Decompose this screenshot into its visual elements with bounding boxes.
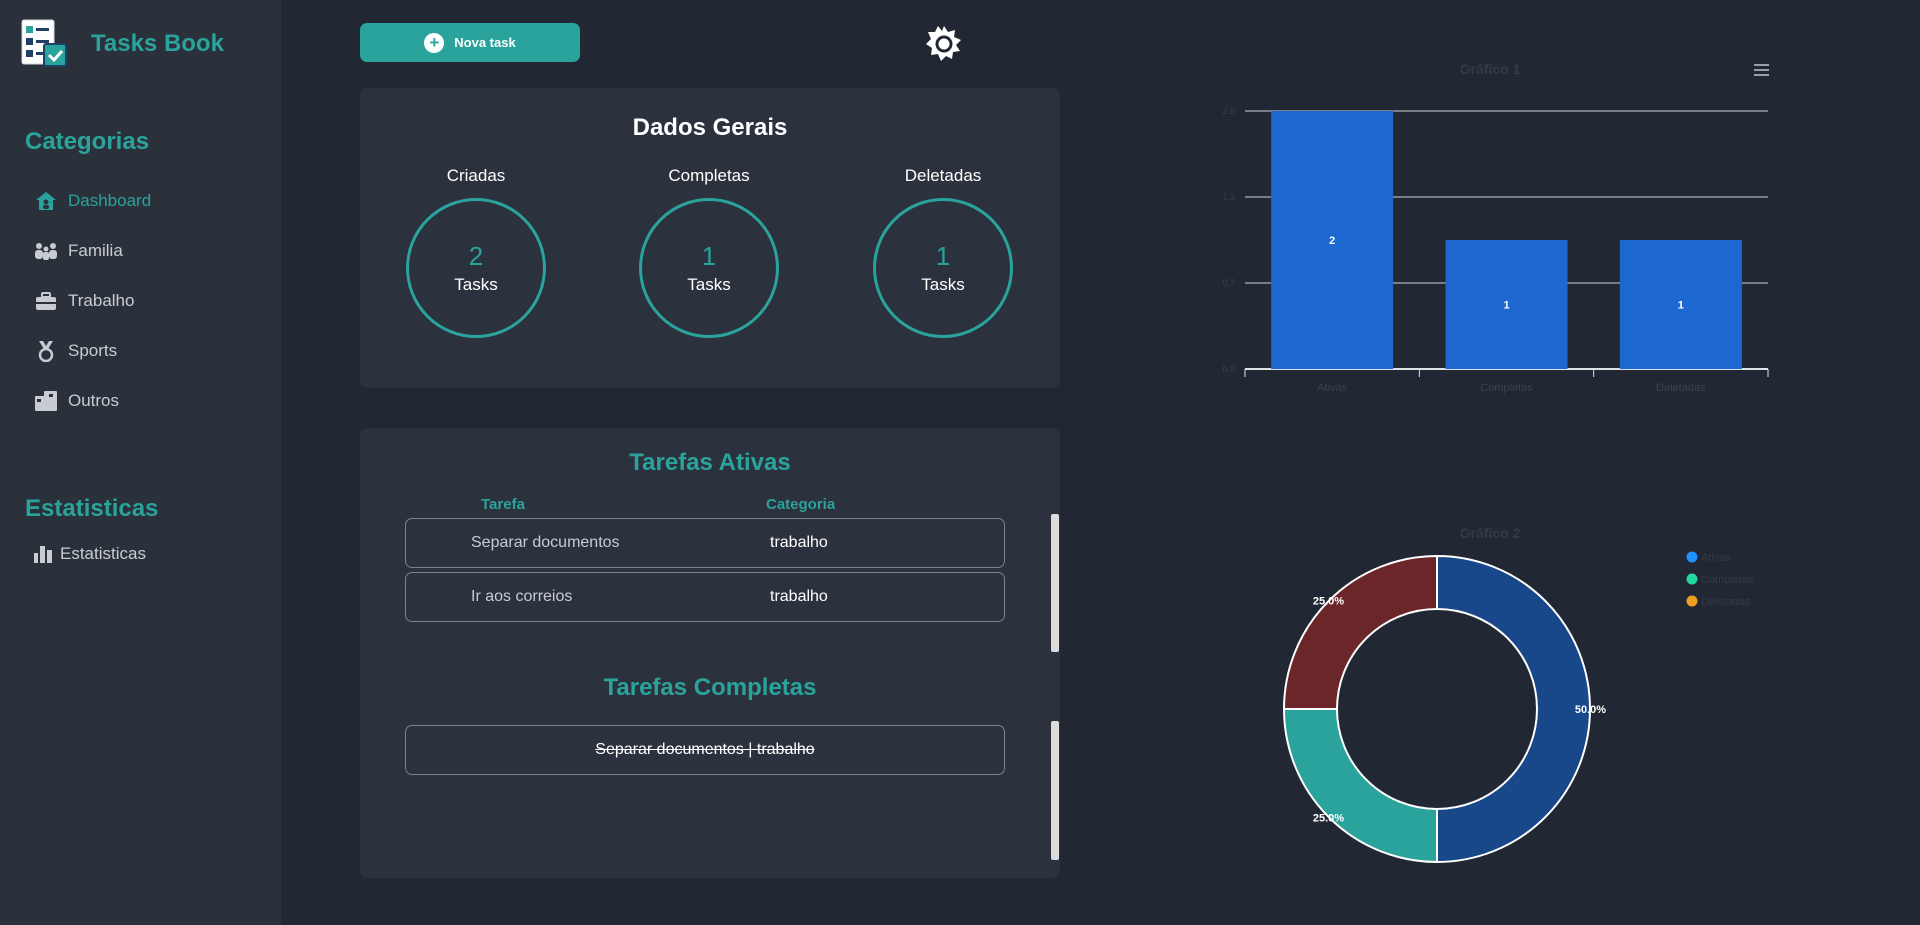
sidebar-item-dashboard[interactable]: Dashboard — [34, 188, 151, 214]
legend-label: Completas — [1701, 574, 1754, 586]
completed-task-text: Separar documentos | trabalho — [595, 741, 815, 758]
stat-completas: Completas 1 Tasks — [639, 166, 779, 338]
completed-tasks-scrollbar[interactable] — [1051, 721, 1059, 860]
donut-slice[interactable] — [1282, 554, 1438, 710]
general-data-title: Dados Gerais — [632, 114, 788, 141]
stat-label: Criadas — [446, 166, 506, 185]
donut-slice[interactable] — [1282, 708, 1438, 864]
stat-unit: Tasks — [454, 275, 498, 294]
donut-data-label: 25.0% — [1313, 595, 1344, 607]
y-tick-label: 0.0 — [1222, 364, 1235, 374]
completed-task-row[interactable]: Separar documentos | trabalho — [405, 725, 1005, 775]
donut-chart: Gráfico 2 50.0% 25.0% 25.0% Ativas Completas D… — [1282, 525, 1755, 864]
stat-circle: 2 Tasks — [406, 198, 546, 338]
sidebar-item-familia[interactable]: Familia — [34, 238, 123, 264]
legend-marker — [1686, 573, 1698, 585]
stat-deletadas: Deletadas 1 Tasks — [873, 166, 1013, 338]
x-tick-label: Ativas — [1317, 382, 1347, 394]
stat-value: 1 — [935, 241, 951, 271]
sidebar-item-label: Outros — [68, 391, 120, 410]
legend-label: Ativas — [1701, 552, 1731, 564]
sidebar: Tasks Book Categorias Dashboard Familia … — [0, 0, 281, 925]
donut-data-label: 25.0% — [1313, 813, 1344, 825]
bar-chart-icon — [34, 542, 52, 566]
family-icon — [34, 239, 58, 263]
boxes-icon — [34, 389, 58, 413]
bar[interactable] — [1619, 240, 1742, 369]
legend-item[interactable]: Completas — [1686, 573, 1755, 587]
sidebar-item-label: Sports — [68, 341, 118, 360]
sidebar-item-label: Dashboard — [68, 191, 152, 210]
sidebar-item-trabalho[interactable]: Trabalho — [34, 288, 134, 314]
y-tick-label: 0.7 — [1222, 278, 1235, 288]
y-tick-label: 2.0 — [1222, 106, 1235, 116]
general-data-card: Dados Gerais Criadas 2 Tasks Completas 1… — [360, 88, 1060, 388]
new-task-label: Nova task — [454, 35, 516, 50]
bar-data-label: 2 — [1329, 235, 1335, 247]
task-category: trabalho — [770, 534, 828, 551]
completed-tasks-title: Tarefas Completas — [603, 674, 817, 701]
donut-slice[interactable] — [1436, 554, 1591, 864]
brand[interactable]: Tasks Book — [20, 18, 224, 70]
tasks-card: Tarefas Ativas Tarefa Categoria Separar … — [360, 428, 1060, 878]
house-icon — [34, 189, 58, 213]
legend-marker — [1686, 551, 1698, 563]
stat-criadas: Criadas 2 Tasks — [406, 166, 546, 338]
donut-data-label: 50.0% — [1575, 704, 1606, 716]
donut-chart-title: Gráfico 2 — [1460, 525, 1521, 541]
legend-item[interactable]: Deletadas — [1686, 595, 1752, 609]
task-name: Ir aos correios — [471, 588, 573, 605]
x-tick-label: Deletadas — [1656, 382, 1706, 394]
plus-icon: + — [424, 32, 445, 53]
task-category: trabalho — [770, 588, 828, 605]
active-tasks-scrollbar[interactable] — [1051, 514, 1059, 652]
stat-circle: 1 Tasks — [639, 198, 779, 338]
sidebar-item-outros[interactable]: Outros — [34, 388, 119, 414]
sidebar-item-label: Trabalho — [68, 291, 135, 310]
checklist-logo-icon — [21, 19, 67, 67]
active-task-row[interactable]: Ir aos correios trabalho — [405, 572, 1005, 622]
bar-chart-title: Gráfico 1 — [1460, 61, 1521, 77]
sidebar-item-label: Familia — [68, 241, 123, 260]
new-task-button[interactable]: + Nova task — [360, 23, 580, 62]
active-tasks-title: Tarefas Ativas — [629, 449, 791, 476]
stat-label: Deletadas — [904, 166, 982, 185]
x-tick-label: Completas — [1480, 382, 1533, 394]
bar[interactable] — [1445, 240, 1568, 369]
bar-data-label: 1 — [1678, 300, 1684, 312]
stat-circle: 1 Tasks — [873, 198, 1013, 338]
y-tick-label: 1.3 — [1222, 192, 1235, 202]
active-task-row[interactable]: Separar documentos trabalho — [405, 518, 1005, 568]
medal-icon — [34, 339, 58, 363]
sidebar-item-label: Estatisticas — [60, 544, 146, 563]
stats-title: Estatisticas — [25, 495, 159, 522]
bar-data-label: 1 — [1503, 300, 1509, 312]
column-header-task: Tarefa — [481, 496, 525, 513]
bar-chart: Gráfico 1 0.0 0.7 1.3 2.0 2 Ativas 1 Completas 1 D… — [1222, 61, 1769, 394]
legend-label: Deletadas — [1701, 596, 1751, 608]
app-title: Tasks Book — [91, 30, 224, 57]
legend-item[interactable]: Ativas — [1686, 551, 1732, 565]
sidebar-item-sports[interactable]: Sports — [34, 338, 117, 364]
hamburger-icon[interactable] — [1754, 64, 1769, 76]
column-header-category: Categoria — [766, 496, 836, 513]
sidebar-item-estatisticas[interactable]: Estatisticas — [34, 541, 146, 567]
stat-unit: Tasks — [687, 275, 731, 294]
stat-unit: Tasks — [921, 275, 965, 294]
categories-title: Categorias — [25, 128, 150, 155]
legend-marker — [1686, 595, 1698, 607]
stat-value: 2 — [468, 241, 484, 271]
stat-value: 1 — [701, 241, 717, 271]
task-name: Separar documentos — [471, 534, 620, 551]
stat-label: Completas — [668, 166, 750, 185]
sun-icon[interactable] — [926, 25, 962, 61]
briefcase-icon — [34, 289, 58, 313]
bar[interactable] — [1271, 111, 1394, 369]
